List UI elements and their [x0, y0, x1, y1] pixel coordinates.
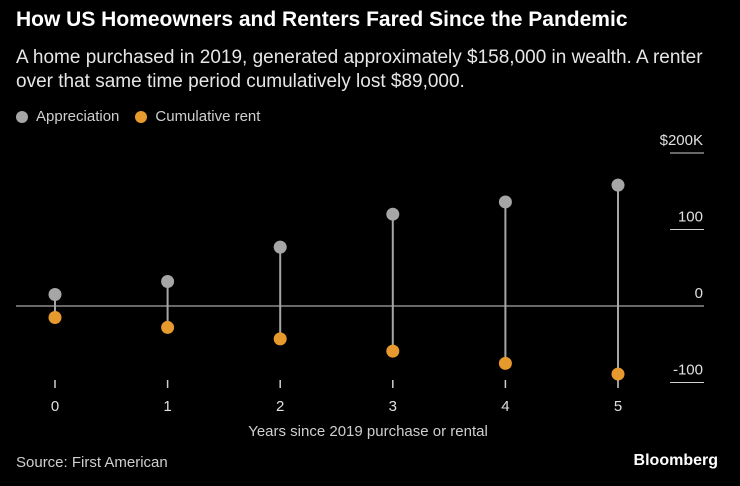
x-tick-label: 5	[614, 398, 622, 415]
x-axis-title-text: Years since 2019 purchase or rental	[248, 423, 488, 440]
appreciation-dot	[161, 275, 175, 289]
x-axis-title: Years since 2019 purchase or rental	[0, 423, 740, 440]
y-tick-label: -100	[673, 362, 703, 379]
legend-label-appreciation: Appreciation	[36, 108, 120, 125]
legend-label-cumulative-rent: Cumulative rent	[155, 108, 261, 125]
appreciation-dot	[273, 240, 287, 254]
cumulative-rent-dot	[161, 320, 175, 334]
cumulative-rent-dot	[611, 367, 625, 381]
source-note: Source: First American	[16, 454, 168, 471]
y-tick-label: 100	[678, 209, 703, 226]
appreciation-dot	[498, 195, 512, 209]
appreciation-dot	[48, 288, 62, 302]
cumulative-rent-dot	[273, 332, 287, 346]
legend-swatch-cumulative-rent	[135, 110, 148, 123]
cumulative-rent-dot	[498, 356, 512, 370]
bloomberg-logo: Bloomberg	[633, 452, 718, 469]
chart-subtitle: A home purchased in 2019, generated appr…	[16, 47, 703, 92]
x-tick-label: 3	[389, 398, 397, 415]
legend-item-appreciation: Appreciation	[16, 108, 119, 125]
y-tick-label: $200K	[660, 132, 703, 149]
x-tick-label: 1	[163, 398, 171, 415]
x-tick-label: 0	[51, 398, 59, 415]
legend-swatch-appreciation	[16, 110, 28, 123]
cumulative-rent-dot	[48, 310, 62, 324]
cumulative-rent-dot	[386, 344, 400, 358]
legend-item-cumulative-rent: Cumulative rent	[135, 108, 260, 125]
x-tick-label: 2	[276, 398, 284, 415]
chart-title: How US Homeowners and Renters Fared Sinc…	[16, 8, 628, 31]
x-tick-label: 4	[501, 398, 509, 415]
legend: Appreciation Cumulative rent	[16, 108, 276, 125]
appreciation-dot	[386, 207, 400, 221]
appreciation-dot	[611, 178, 625, 192]
y-tick-label: 0	[695, 285, 703, 302]
